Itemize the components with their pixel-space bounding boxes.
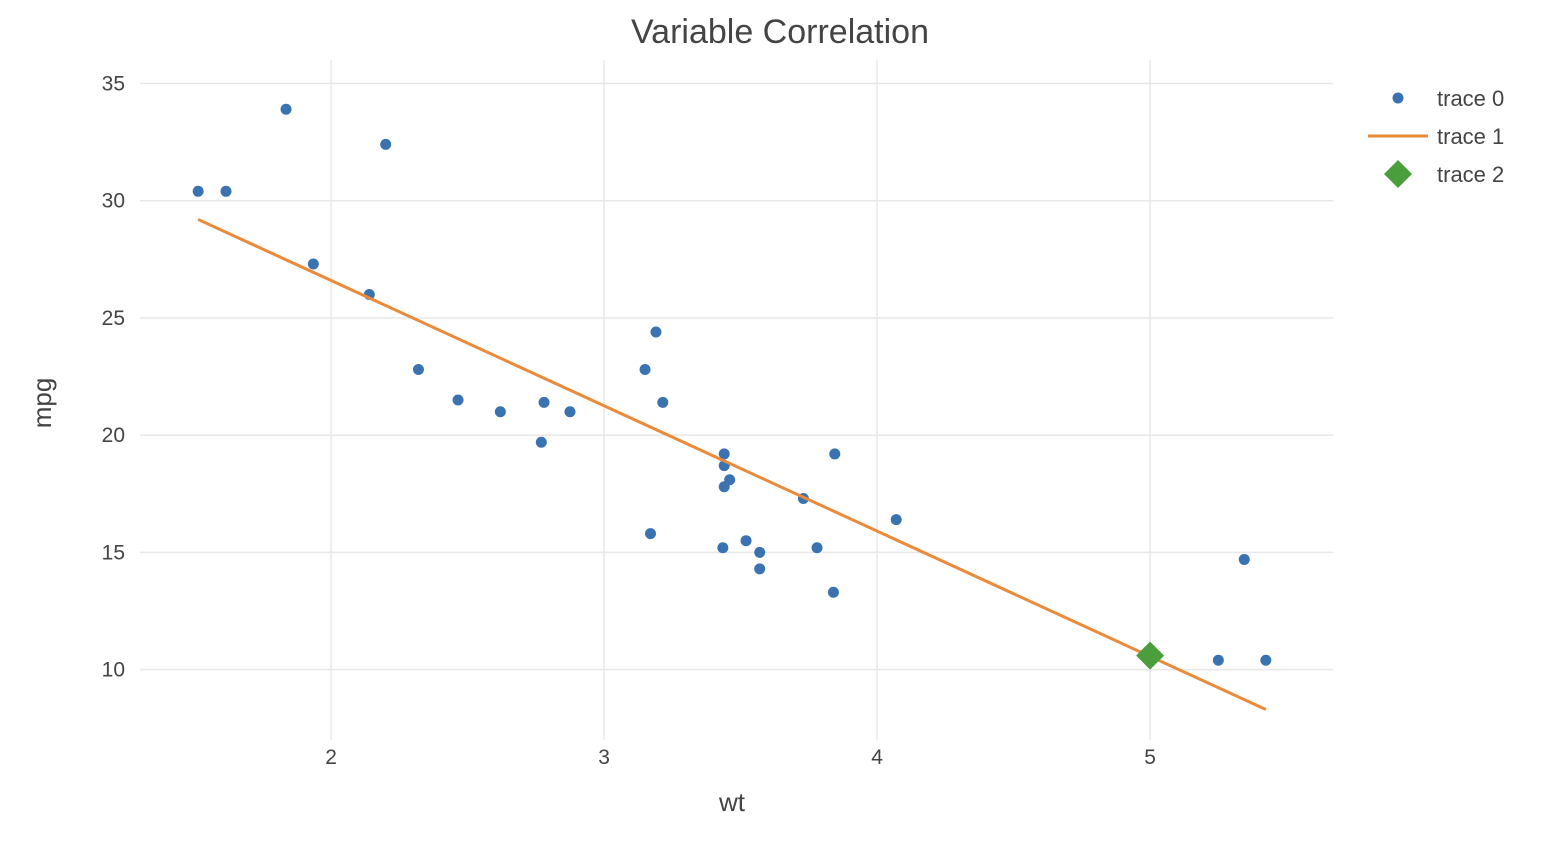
x-tick-label: 4: [871, 746, 883, 769]
scatter-point: [412, 364, 424, 376]
scatter-point: [535, 436, 547, 448]
y-tick-label: 30: [102, 190, 125, 213]
series-trace-0: [192, 103, 1272, 666]
tick-layer: 2 3 4 5 10 15 20 25 30 35: [102, 72, 1156, 769]
scatter-point: [827, 586, 839, 598]
scatter-point: [1260, 654, 1272, 666]
legend-label: trace 2: [1437, 162, 1504, 187]
diamond-point: [1136, 641, 1165, 670]
scatter-point: [380, 138, 392, 150]
scatter-point: [564, 406, 576, 418]
scatter-point: [717, 542, 729, 554]
legend-item[interactable]: trace 1: [1368, 124, 1504, 149]
scatter-point: [307, 258, 319, 270]
scatter-point: [645, 528, 657, 540]
scatter-point: [829, 448, 841, 460]
legend: trace 0 trace 1 trace 2: [1368, 86, 1504, 188]
scatter-point: [811, 542, 823, 554]
legend-diamond-symbol: [1384, 160, 1412, 188]
scatter-point: [1238, 553, 1250, 565]
scatter-point: [724, 474, 736, 486]
legend-label: trace 1: [1437, 124, 1504, 149]
y-tick-label: 25: [102, 307, 125, 330]
scatter-point: [494, 406, 506, 418]
scatter-point: [754, 563, 766, 575]
scatter-point: [890, 514, 902, 526]
scatter-point: [280, 103, 292, 115]
scatter-point: [657, 396, 669, 408]
x-tick-label: 5: [1144, 746, 1156, 769]
y-tick-label: 35: [102, 72, 125, 95]
scatter-point: [754, 546, 766, 558]
chart-title: Variable Correlation: [631, 13, 929, 51]
legend-item[interactable]: trace 2: [1384, 160, 1504, 188]
series-trace-2: [1136, 641, 1165, 670]
x-tick-label: 2: [325, 746, 337, 769]
series-trace-1: [197, 218, 1267, 711]
grid-layer: [140, 60, 1333, 740]
scatter-point: [220, 185, 232, 197]
y-tick-label: 15: [102, 541, 125, 564]
y-axis-title: mpg: [27, 378, 57, 429]
y-tick-label: 20: [102, 424, 125, 447]
scatter-point: [1212, 654, 1224, 666]
series-layer: [192, 103, 1272, 711]
scatter-point: [650, 326, 662, 338]
scatter-point: [538, 396, 550, 408]
legend-label: trace 0: [1437, 86, 1504, 111]
trend-line: [197, 218, 1267, 711]
scatter-point: [452, 394, 464, 406]
legend-item[interactable]: trace 0: [1392, 86, 1505, 111]
y-tick-label: 10: [102, 659, 125, 682]
scatter-point: [740, 535, 752, 547]
x-axis-title: wt: [718, 787, 746, 817]
legend-dot-symbol: [1392, 92, 1404, 104]
scatter-point: [639, 364, 651, 376]
x-tick-label: 3: [598, 746, 610, 769]
scatter-point: [192, 185, 204, 197]
scatter-point: [718, 448, 730, 460]
